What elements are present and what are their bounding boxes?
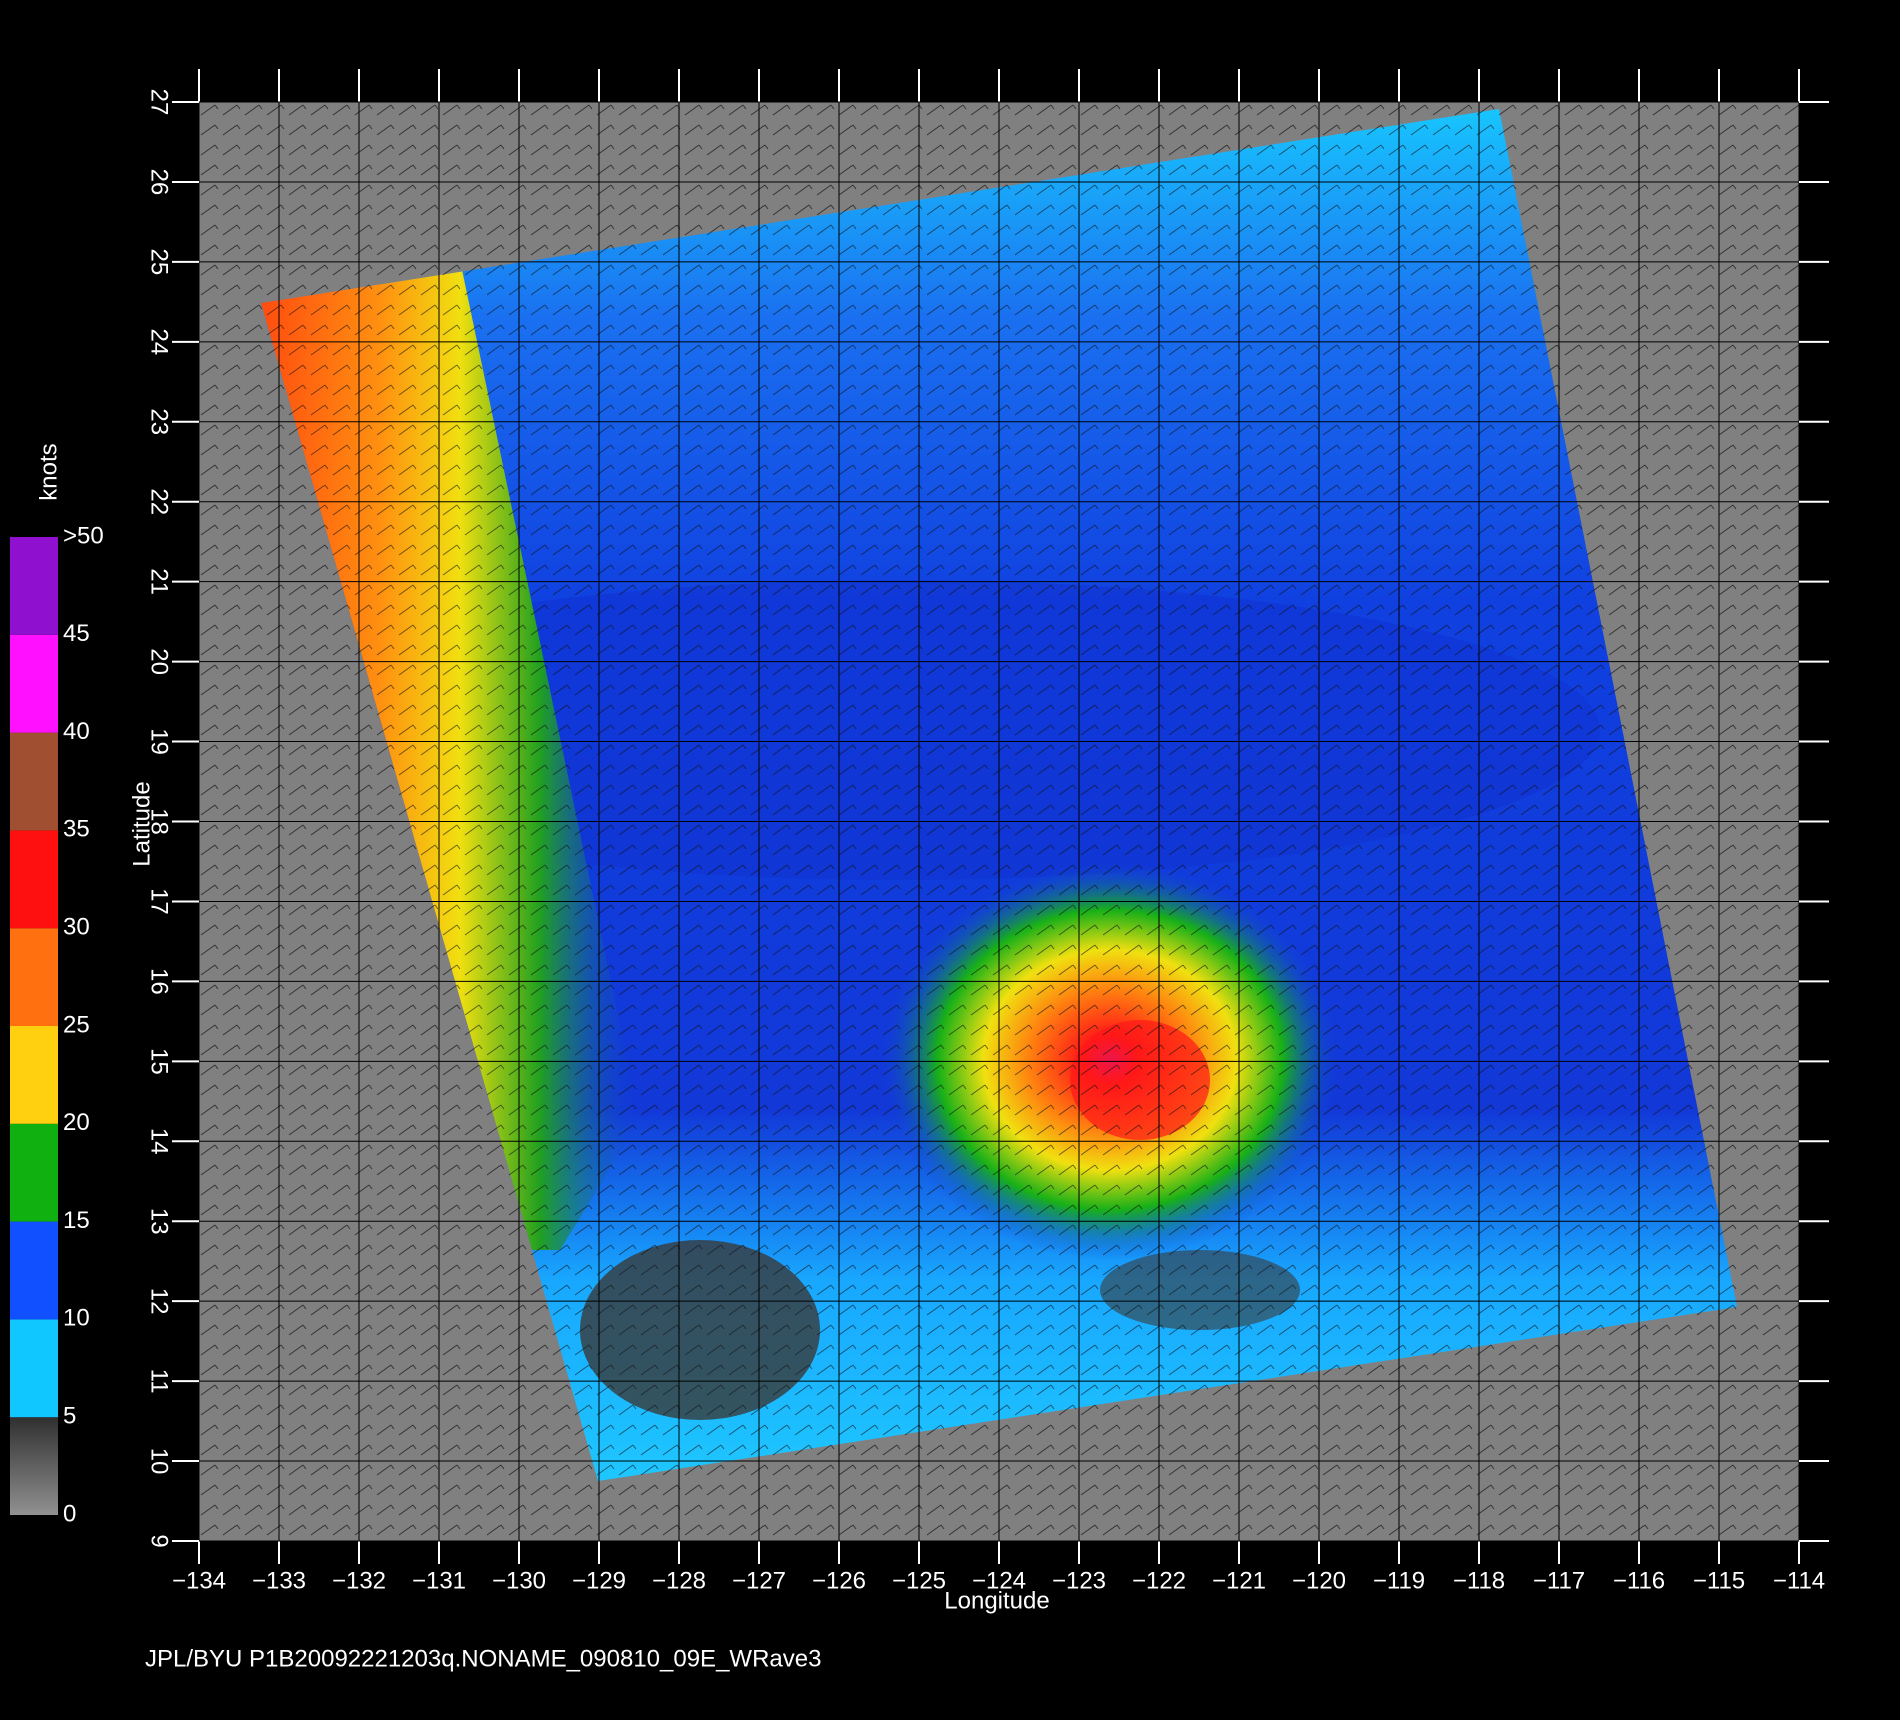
x-tick-label: −121 xyxy=(1212,1567,1266,1594)
x-tick-label: −133 xyxy=(252,1567,306,1594)
x-tick-label: −118 xyxy=(1453,1567,1505,1594)
colorbar-band xyxy=(10,1221,58,1320)
y-tick-label: 12 xyxy=(146,1288,173,1315)
colorbar-label: 35 xyxy=(63,816,90,843)
y-tick-label: 25 xyxy=(146,249,173,276)
x-tick-label: −131 xyxy=(412,1567,466,1594)
x-tick-label: −116 xyxy=(1613,1567,1665,1594)
colorbar-band xyxy=(10,634,58,733)
x-axis-label: Longitude xyxy=(944,1587,1049,1614)
y-tick-label: 16 xyxy=(146,968,173,995)
colorbar-label: 30 xyxy=(63,914,90,941)
x-tick-label: −127 xyxy=(732,1567,786,1594)
x-tick-label: −123 xyxy=(1052,1567,1106,1594)
y-tick-label: 11 xyxy=(146,1369,173,1394)
x-tick-label: −128 xyxy=(652,1567,706,1594)
y-tick-label: 13 xyxy=(146,1208,173,1235)
x-tick-label: −124 xyxy=(972,1567,1026,1594)
colorbar-label: 0 xyxy=(63,1500,76,1527)
y-tick-label: 22 xyxy=(146,488,173,515)
colorbar-band xyxy=(10,732,58,831)
x-tick-label: −130 xyxy=(492,1567,546,1594)
y-tick-label: 17 xyxy=(146,888,173,915)
colorbar-label: 20 xyxy=(63,1109,90,1136)
y-tick-label: 14 xyxy=(146,1128,173,1155)
colorbar-label: 10 xyxy=(63,1305,90,1332)
colorbar-label: 25 xyxy=(63,1011,90,1038)
x-tick-label: −126 xyxy=(812,1567,866,1594)
colorbar-band xyxy=(10,1319,58,1418)
x-tick-label: −129 xyxy=(572,1567,626,1594)
colorbar-band xyxy=(10,1123,58,1222)
y-tick-label: 18 xyxy=(146,808,173,835)
x-tick-label: −114 xyxy=(1773,1567,1825,1594)
x-tick-label: −120 xyxy=(1292,1567,1346,1594)
y-tick-label: 20 xyxy=(146,648,173,675)
x-tick-label: −117 xyxy=(1533,1567,1585,1594)
colorbar-label: >50 xyxy=(63,522,104,549)
x-tick-label: −132 xyxy=(332,1567,386,1594)
x-tick-label: −134 xyxy=(172,1567,226,1594)
colorbar-label: 40 xyxy=(63,718,90,745)
colorbar-band xyxy=(10,1417,58,1515)
y-tick-label: 23 xyxy=(146,408,173,435)
y-tick-label: 27 xyxy=(146,89,173,116)
y-tick-label: 26 xyxy=(146,169,173,196)
y-axis-label: Latitude xyxy=(128,781,155,866)
y-tick-label: 15 xyxy=(146,1048,173,1075)
colorbar-band xyxy=(10,830,58,929)
footer: JPL/BYU P1B20092221203q.NONAME_090810_09… xyxy=(145,1645,821,1672)
y-tick-label: 10 xyxy=(146,1448,173,1475)
x-tick-label: −125 xyxy=(892,1567,946,1594)
y-tick-label: 19 xyxy=(146,728,173,755)
colorbar-band xyxy=(10,928,58,1026)
x-tick-label: −122 xyxy=(1132,1567,1186,1594)
colorbar-band xyxy=(10,537,58,635)
y-tick-label: 9 xyxy=(146,1534,173,1547)
colorbar-label: 15 xyxy=(63,1207,90,1234)
colorbar-title: knots xyxy=(35,443,62,500)
colorbar-label: 5 xyxy=(63,1403,76,1430)
colorbar-label: 45 xyxy=(63,620,90,647)
y-tick-label: 21 xyxy=(146,568,173,595)
x-tick-label: −115 xyxy=(1693,1567,1745,1594)
x-tick-label: −119 xyxy=(1373,1567,1425,1594)
y-tick-label: 24 xyxy=(146,328,173,355)
colorbar-band xyxy=(10,1026,58,1124)
